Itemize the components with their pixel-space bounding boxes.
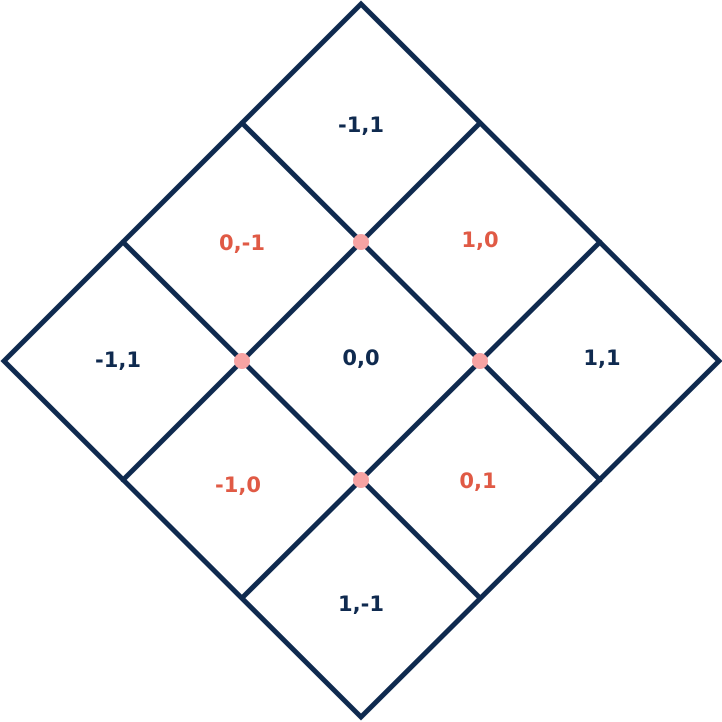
grid-line — [239, 120, 603, 483]
cell-label-center: 0,0 — [342, 346, 379, 370]
cell-label-upper-right: 1,0 — [461, 228, 498, 252]
cell-label-right: 1,1 — [583, 346, 620, 370]
cell-label-lower-left: -1,0 — [215, 473, 261, 497]
cell-label-top: -1,1 — [338, 113, 384, 137]
cell-label-lower-right: 0,1 — [459, 469, 496, 493]
grid-line — [239, 239, 603, 601]
cell-label-bottom: 1,-1 — [338, 592, 384, 616]
cell-label-upper-left: 0,-1 — [219, 231, 265, 255]
intersection-dot — [353, 472, 369, 488]
intersection-dot — [472, 353, 488, 369]
grid-line — [120, 239, 483, 601]
grid-line — [120, 120, 483, 483]
intersection-dot — [234, 353, 250, 369]
intersection-dot — [353, 234, 369, 250]
cell-label-left: -1,1 — [95, 348, 141, 372]
